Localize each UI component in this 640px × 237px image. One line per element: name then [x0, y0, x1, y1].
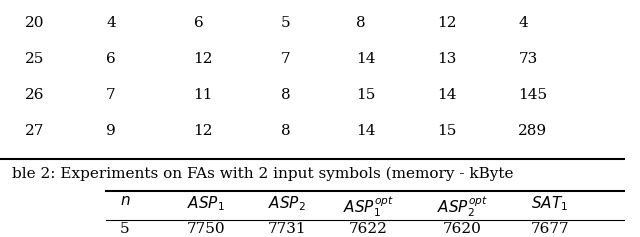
- Text: 289: 289: [518, 124, 548, 138]
- Text: 20: 20: [25, 16, 45, 30]
- Text: 9: 9: [106, 124, 116, 138]
- Text: 11: 11: [194, 88, 213, 102]
- Text: 73: 73: [518, 52, 538, 66]
- Text: 8: 8: [281, 88, 291, 102]
- Text: 5: 5: [281, 16, 291, 30]
- Text: 12: 12: [194, 124, 213, 138]
- Text: 145: 145: [518, 88, 548, 102]
- Text: 6: 6: [194, 16, 204, 30]
- Text: ble 2: Experiments on FAs with 2 input symbols (memory - kByte: ble 2: Experiments on FAs with 2 input s…: [13, 167, 514, 182]
- Text: 15: 15: [437, 124, 456, 138]
- Text: $ASP_{1}$: $ASP_{1}$: [187, 194, 225, 213]
- Text: 7750: 7750: [187, 222, 225, 236]
- Text: 12: 12: [194, 52, 213, 66]
- Text: 7622: 7622: [349, 222, 388, 236]
- Text: 4: 4: [518, 16, 528, 30]
- Text: 14: 14: [356, 124, 376, 138]
- Text: $n$: $n$: [120, 194, 130, 208]
- Text: $ASP_{2}$: $ASP_{2}$: [268, 194, 306, 213]
- Text: 7677: 7677: [531, 222, 569, 236]
- Text: 14: 14: [437, 88, 457, 102]
- Text: $SAT_{1}$: $SAT_{1}$: [531, 194, 568, 213]
- Text: $ASP_{1}^{opt}$: $ASP_{1}^{opt}$: [343, 194, 394, 219]
- Text: 13: 13: [437, 52, 456, 66]
- Text: 27: 27: [25, 124, 44, 138]
- Text: 14: 14: [356, 52, 376, 66]
- Text: 7: 7: [106, 88, 116, 102]
- Text: 8: 8: [281, 124, 291, 138]
- Text: 15: 15: [356, 88, 376, 102]
- Text: 26: 26: [25, 88, 45, 102]
- Text: $ASP_{2}^{opt}$: $ASP_{2}^{opt}$: [436, 194, 488, 219]
- Text: 12: 12: [437, 16, 457, 30]
- Text: 6: 6: [106, 52, 116, 66]
- Text: 7731: 7731: [268, 222, 307, 236]
- Text: 5: 5: [120, 222, 130, 236]
- Text: 8: 8: [356, 16, 365, 30]
- Text: 25: 25: [25, 52, 44, 66]
- Text: 7: 7: [281, 52, 291, 66]
- Text: 7620: 7620: [443, 222, 482, 236]
- Text: 4: 4: [106, 16, 116, 30]
